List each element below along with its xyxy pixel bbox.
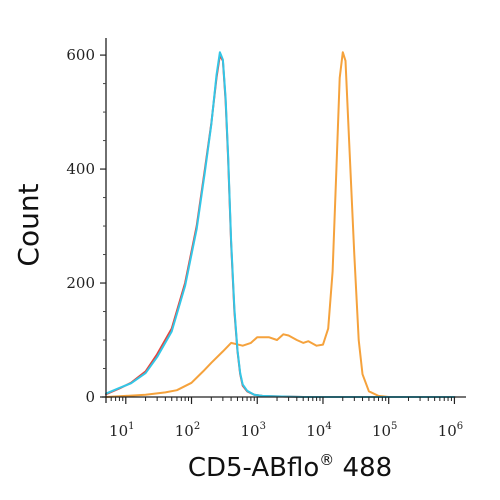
y-tick-label: 400	[66, 160, 95, 178]
series-line-1	[105, 51, 456, 398]
x-tick-base: 10	[241, 422, 260, 440]
axes	[102, 38, 466, 403]
x-tick-base: 10	[372, 422, 391, 440]
x-tick-label: 102	[175, 421, 200, 440]
y-tick-label: 600	[66, 46, 95, 64]
y-tick-label: 0	[85, 388, 95, 406]
x-axis-title-sup: ®	[319, 451, 334, 469]
y-tick-label: 200	[66, 274, 95, 292]
y-ticks: 0 200 400 600	[66, 46, 106, 406]
x-axis-title-main: CD5-ABflo	[188, 453, 319, 483]
series-line-0	[105, 54, 456, 398]
x-tick-exponent: 4	[325, 421, 331, 432]
x-tick-exponent: 6	[457, 421, 463, 432]
x-tick-base: 10	[438, 422, 457, 440]
plot-lines	[105, 51, 456, 398]
y-axis-title: Count	[12, 183, 45, 266]
x-axis-title: CD5-ABflo® 488	[188, 451, 392, 483]
x-tick-base: 10	[306, 422, 325, 440]
x-tick-base: 10	[175, 422, 194, 440]
x-tick-label: 101	[109, 421, 134, 440]
x-ticks: 101 102 103 104 105 106	[105, 397, 463, 440]
x-tick-label: 105	[372, 421, 397, 440]
x-tick-label: 104	[306, 421, 331, 440]
x-tick-exponent: 5	[391, 421, 397, 432]
x-axis-title-tail: 488	[334, 453, 392, 483]
x-tick-exponent: 1	[128, 421, 134, 432]
x-tick-label: 106	[438, 421, 463, 440]
x-tick-exponent: 2	[194, 421, 200, 432]
x-tick-label: 103	[241, 421, 266, 440]
series-line-2	[105, 51, 456, 398]
x-tick-exponent: 3	[260, 421, 266, 432]
x-tick-base: 10	[109, 422, 128, 440]
